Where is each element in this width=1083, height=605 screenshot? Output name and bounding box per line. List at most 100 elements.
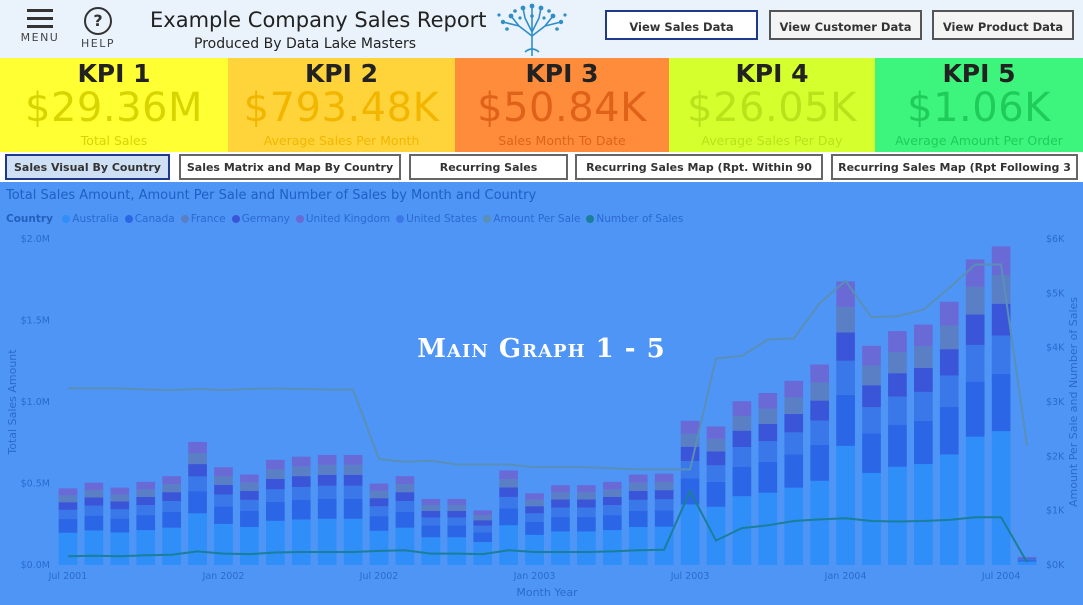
- bar-segment: [214, 506, 233, 524]
- bar-segment: [888, 466, 907, 565]
- bar-segment: [447, 517, 467, 526]
- bar-segment: [732, 415, 752, 431]
- bar-segment: [991, 335, 1011, 374]
- menu-label: MENU: [20, 31, 60, 44]
- kpi-label: Average Amount Per Order: [895, 133, 1063, 148]
- bar-segment: [343, 474, 363, 486]
- tab-recurring-sales-map-3-mo[interactable]: Recurring Sales Map (Rpt Following 3 Mo): [831, 154, 1078, 197]
- legend-item[interactable]: United Kingdom: [305, 213, 391, 225]
- bar-segment: [291, 456, 311, 467]
- kpi-card-3: KPI 3 $50.84K Sales Month To Date: [455, 58, 669, 152]
- bar-segment: [965, 286, 985, 315]
- bar-segment: [240, 527, 259, 565]
- kpi-card-5: KPI 5 $1.06K Average Amount Per Order: [875, 58, 1083, 152]
- y2-tick-label: $4K: [1046, 343, 1065, 354]
- bar-segment: [888, 352, 907, 374]
- view-product-data-button[interactable]: View Product Data: [932, 10, 1074, 40]
- bar-segment: [395, 511, 415, 528]
- bar-segment: [602, 530, 622, 565]
- x-tick-label: Jul 2001: [48, 571, 88, 582]
- bar-segment: [836, 445, 855, 565]
- bar-segment: [421, 504, 441, 511]
- y2-tick-label: $3K: [1046, 397, 1065, 408]
- legend-item[interactable]: Australia: [72, 213, 119, 225]
- bar-segment: [862, 472, 881, 565]
- bar-segment: [1017, 559, 1037, 561]
- kpi-card-4: KPI 4 $26.05K Average Sales Per Day: [669, 58, 875, 152]
- bar-segment: [499, 478, 518, 488]
- bar-segment: [136, 505, 156, 516]
- bar-segment: [628, 490, 648, 500]
- view-customer-data-button[interactable]: View Customer Data: [769, 10, 922, 40]
- bar-segment: [473, 515, 493, 521]
- bar-segment: [862, 385, 881, 408]
- bar-segment: [888, 396, 907, 425]
- bar-segment: [836, 394, 855, 446]
- tree-logo-icon: [497, 3, 567, 56]
- bar-segment: [395, 484, 415, 493]
- bar-segment: [473, 520, 493, 526]
- bar-segment: [162, 527, 181, 565]
- help-button[interactable]: ? HELP: [77, 4, 119, 50]
- bar-segment: [939, 375, 959, 408]
- bar-segment: [551, 517, 570, 532]
- menu-button[interactable]: MENU: [16, 4, 64, 44]
- bar-segment: [58, 509, 78, 520]
- bar-segment: [240, 499, 259, 511]
- tab-sales-visual-by-country[interactable]: Sales Visual By Country: [5, 154, 170, 180]
- bar-segment: [84, 530, 104, 565]
- bar-segment: [525, 513, 544, 522]
- bar-segment: [939, 454, 959, 565]
- kpi-value: $50.84K: [477, 85, 647, 131]
- legend-item[interactable]: Canada: [134, 213, 175, 225]
- bar-segment: [602, 489, 622, 497]
- bar-segment: [991, 246, 1011, 276]
- bar-segment: [991, 303, 1011, 336]
- bar-segment: [862, 407, 881, 434]
- bar-segment: [577, 531, 596, 565]
- bar-segment: [214, 523, 233, 565]
- bar-segment: [654, 526, 674, 565]
- legend-item[interactable]: France: [190, 213, 226, 225]
- bar-segment: [758, 408, 778, 424]
- legend-item[interactable]: Germany: [241, 213, 290, 225]
- bar-segment: [499, 487, 518, 497]
- view-sales-data-button[interactable]: View Sales Data: [605, 10, 758, 40]
- bar-segment: [602, 481, 622, 490]
- bar-segment: [525, 506, 544, 514]
- tab-recurring-sales-statistics[interactable]: Recurring Sales Statistics: [409, 154, 568, 197]
- bar-segment: [628, 482, 648, 491]
- bar-segment: [758, 393, 778, 409]
- legend-dot: [124, 215, 133, 223]
- kpi-value: $793.48K: [243, 85, 440, 131]
- legend-item[interactable]: United States: [406, 213, 478, 225]
- bar-segment: [810, 364, 830, 383]
- bar-segment: [421, 537, 441, 565]
- bar-segment: [784, 413, 804, 433]
- report-subtitle: Produced By Data Lake Masters: [194, 36, 416, 52]
- bar-segment: [810, 400, 830, 421]
- bar-segment: [784, 397, 804, 414]
- bar-segment: [784, 380, 804, 398]
- legend-item[interactable]: Number of Sales: [596, 213, 684, 225]
- legend-item[interactable]: Amount Per Sale: [493, 213, 581, 225]
- bar-segment: [888, 331, 907, 353]
- bar-segment: [240, 474, 259, 483]
- bar-segment: [343, 454, 363, 465]
- bar-segment: [473, 532, 493, 543]
- tab-recurring-sales-map-90-days[interactable]: Recurring Sales Map (Rpt. Within 90 Days…: [575, 154, 823, 197]
- bar-segment: [1017, 557, 1037, 559]
- bar-segment: [162, 484, 181, 493]
- y2-tick-label: $1K: [1046, 506, 1065, 517]
- bar-segment: [965, 436, 985, 565]
- bar-segment: [110, 509, 130, 519]
- bar-segment: [84, 515, 104, 531]
- bar-segment: [473, 525, 493, 533]
- bar-segment: [758, 461, 778, 493]
- bar-segment: [499, 496, 518, 509]
- bar-segment: [758, 441, 778, 462]
- tab-sales-matrix-and-map[interactable]: Sales Matrix and Map By Country: [179, 154, 401, 180]
- bar-segment: [317, 485, 337, 499]
- bar-segment: [602, 496, 622, 506]
- bar-segment: [706, 506, 726, 565]
